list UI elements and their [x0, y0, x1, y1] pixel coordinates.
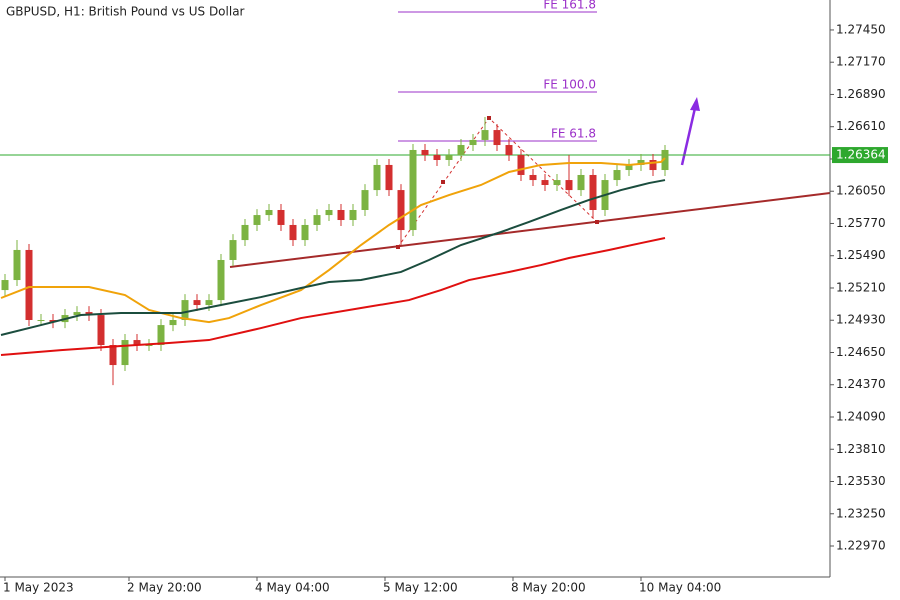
- candle-body: [157, 325, 165, 346]
- candle-body: [661, 149, 669, 171]
- candle-body: [517, 155, 525, 175]
- last-price-box: [832, 147, 888, 164]
- x-tick-label: 4 May 04:00: [255, 581, 330, 595]
- candle-body: [1, 280, 9, 291]
- trend-line: [229, 192, 831, 268]
- x-tick-label: 1 May 2023: [3, 581, 74, 595]
- candle-body: [529, 174, 537, 181]
- y-tick-label: 1.24650: [836, 345, 886, 359]
- y-tick-label: 1.26050: [836, 184, 886, 198]
- candle-body: [97, 315, 105, 346]
- x-tick-label: 2 May 20:00: [127, 581, 202, 595]
- candle-body: [313, 215, 321, 225]
- candle-body: [589, 174, 597, 210]
- candle-body: [469, 139, 477, 146]
- candle-body: [133, 340, 141, 346]
- plot-area: [229, 116, 831, 268]
- candle-body: [289, 224, 297, 241]
- candle-body: [337, 209, 345, 221]
- y-tick-label: 1.24090: [836, 409, 886, 423]
- fibo-point: [441, 180, 445, 184]
- moving-average: [0, 237, 666, 357]
- candle-body: [193, 300, 201, 306]
- candle-body: [37, 320, 45, 322]
- candle-body: [277, 209, 285, 225]
- candle-body: [481, 130, 489, 140]
- candle-body: [325, 209, 333, 216]
- y-tick-label: 1.23250: [836, 506, 886, 520]
- candle-body: [85, 312, 93, 316]
- fibo-point: [595, 220, 599, 224]
- candle-body: [409, 149, 417, 231]
- candle-body: [385, 164, 393, 191]
- candle-body: [181, 300, 189, 321]
- candle-body: [13, 249, 21, 281]
- fibo-point: [396, 245, 400, 249]
- candle-body: [541, 180, 549, 185]
- y-tick-label: 1.25210: [836, 280, 886, 294]
- candle-body: [421, 149, 429, 156]
- x-tick-label: 8 May 20:00: [511, 581, 586, 595]
- y-tick-label: 1.24370: [836, 377, 886, 391]
- candle-body: [229, 240, 237, 260]
- x-tick-label: 5 May 12:00: [383, 581, 458, 595]
- fibo-label: FE 161.8: [543, 0, 596, 11]
- candle-body: [349, 209, 357, 221]
- y-tick-label: 1.27170: [836, 55, 886, 69]
- candle-body: [205, 300, 213, 306]
- y-tick-label: 1.25770: [836, 216, 886, 230]
- candle-body: [121, 340, 129, 366]
- fibo-label: FE 100.0: [543, 78, 596, 92]
- candle-body: [241, 224, 249, 241]
- candle-body: [253, 215, 261, 225]
- moving-average: [0, 179, 666, 336]
- candle-body: [301, 224, 309, 241]
- candle-body: [457, 145, 465, 156]
- candle-body: [109, 345, 117, 366]
- y-tick-label: 1.27450: [836, 22, 886, 36]
- candle-body: [637, 160, 645, 165]
- candle-body: [649, 160, 657, 171]
- y-tick-label: 1.24930: [836, 313, 886, 327]
- candle-body: [625, 164, 633, 171]
- candle-body: [493, 130, 501, 146]
- y-tick-label: 1.22970: [836, 539, 886, 553]
- candle-body: [361, 190, 369, 210]
- fibo-point: [487, 116, 491, 120]
- y-tick-label: 1.23530: [836, 474, 886, 488]
- chart-title: GBPUSD, H1: British Pound vs US Dollar: [6, 5, 245, 19]
- candle-body: [505, 145, 513, 156]
- candle-body: [217, 259, 225, 301]
- candle-body: [73, 312, 81, 316]
- moving-average: [0, 157, 666, 324]
- candle-body: [145, 345, 153, 347]
- candle-body: [397, 190, 405, 231]
- candle-body: [25, 249, 33, 321]
- candle-body: [373, 164, 381, 191]
- y-tick-label: 1.23810: [836, 442, 886, 456]
- x-tick-label: 10 May 04:00: [639, 581, 721, 595]
- candle-body: [169, 320, 177, 326]
- y-tick-label: 1.26890: [836, 87, 886, 101]
- y-tick-label: 1.25490: [836, 248, 886, 262]
- fibo-label: FE 61.8: [551, 126, 596, 140]
- candle-body: [565, 180, 573, 191]
- last-price-label: 1.26364: [836, 148, 886, 162]
- candle-body: [553, 180, 561, 185]
- candle-body: [577, 174, 585, 191]
- candle-body: [433, 155, 441, 161]
- candle-body: [445, 155, 453, 161]
- candle-body: [265, 209, 273, 216]
- y-tick-label: 1.26610: [836, 119, 886, 133]
- candle-body: [613, 170, 621, 181]
